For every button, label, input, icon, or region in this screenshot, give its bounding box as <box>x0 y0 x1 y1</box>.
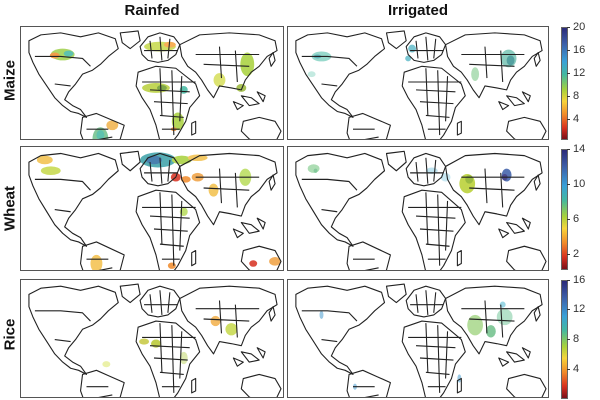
row-label-maize: Maize <box>1 60 19 101</box>
panel-rice-irrigated <box>287 279 549 398</box>
colorbar-rice-tick: 4 <box>566 364 579 375</box>
colorbar-rice-tick: 12 <box>566 304 585 315</box>
colorbar-rice-tick: 8 <box>566 334 579 345</box>
colorbar-wheat-tick: 2 <box>566 249 579 260</box>
row-label-rice: Rice <box>1 318 19 351</box>
world-map <box>28 283 282 397</box>
world-map <box>28 30 282 139</box>
colorbar-maize-tick: 4 <box>566 114 579 125</box>
colorbar-maize-tick: 16 <box>566 45 585 56</box>
colorbar-maize-tick: 8 <box>566 91 579 102</box>
column-title-irrigated: Irrigated <box>387 2 448 19</box>
colorbar-wheat-tick: 6 <box>566 214 579 225</box>
row-label-wheat: Wheat <box>1 186 19 231</box>
panel-wheat-irrigated <box>287 146 549 271</box>
panel-rice-rainfed <box>20 279 284 398</box>
panel-maize-irrigated <box>287 26 549 140</box>
colorbar-rice-tick: 16 <box>566 275 585 286</box>
column-title-rainfed: Rainfed <box>124 2 180 19</box>
colorbar-wheat-tick: 10 <box>566 179 585 190</box>
world-map <box>295 150 547 270</box>
colorbar-wheat-tick: 14 <box>566 144 585 155</box>
panel-wheat-rainfed <box>20 146 284 271</box>
world-map <box>295 283 547 397</box>
colorbar-maize-tick: 12 <box>566 68 585 79</box>
world-map <box>295 30 547 139</box>
panel-maize-rainfed <box>20 26 284 140</box>
colorbar-maize-tick: 20 <box>566 22 585 33</box>
colorbar-wheat <box>561 149 568 270</box>
colorbar-maize <box>561 27 568 140</box>
world-map <box>28 150 282 270</box>
